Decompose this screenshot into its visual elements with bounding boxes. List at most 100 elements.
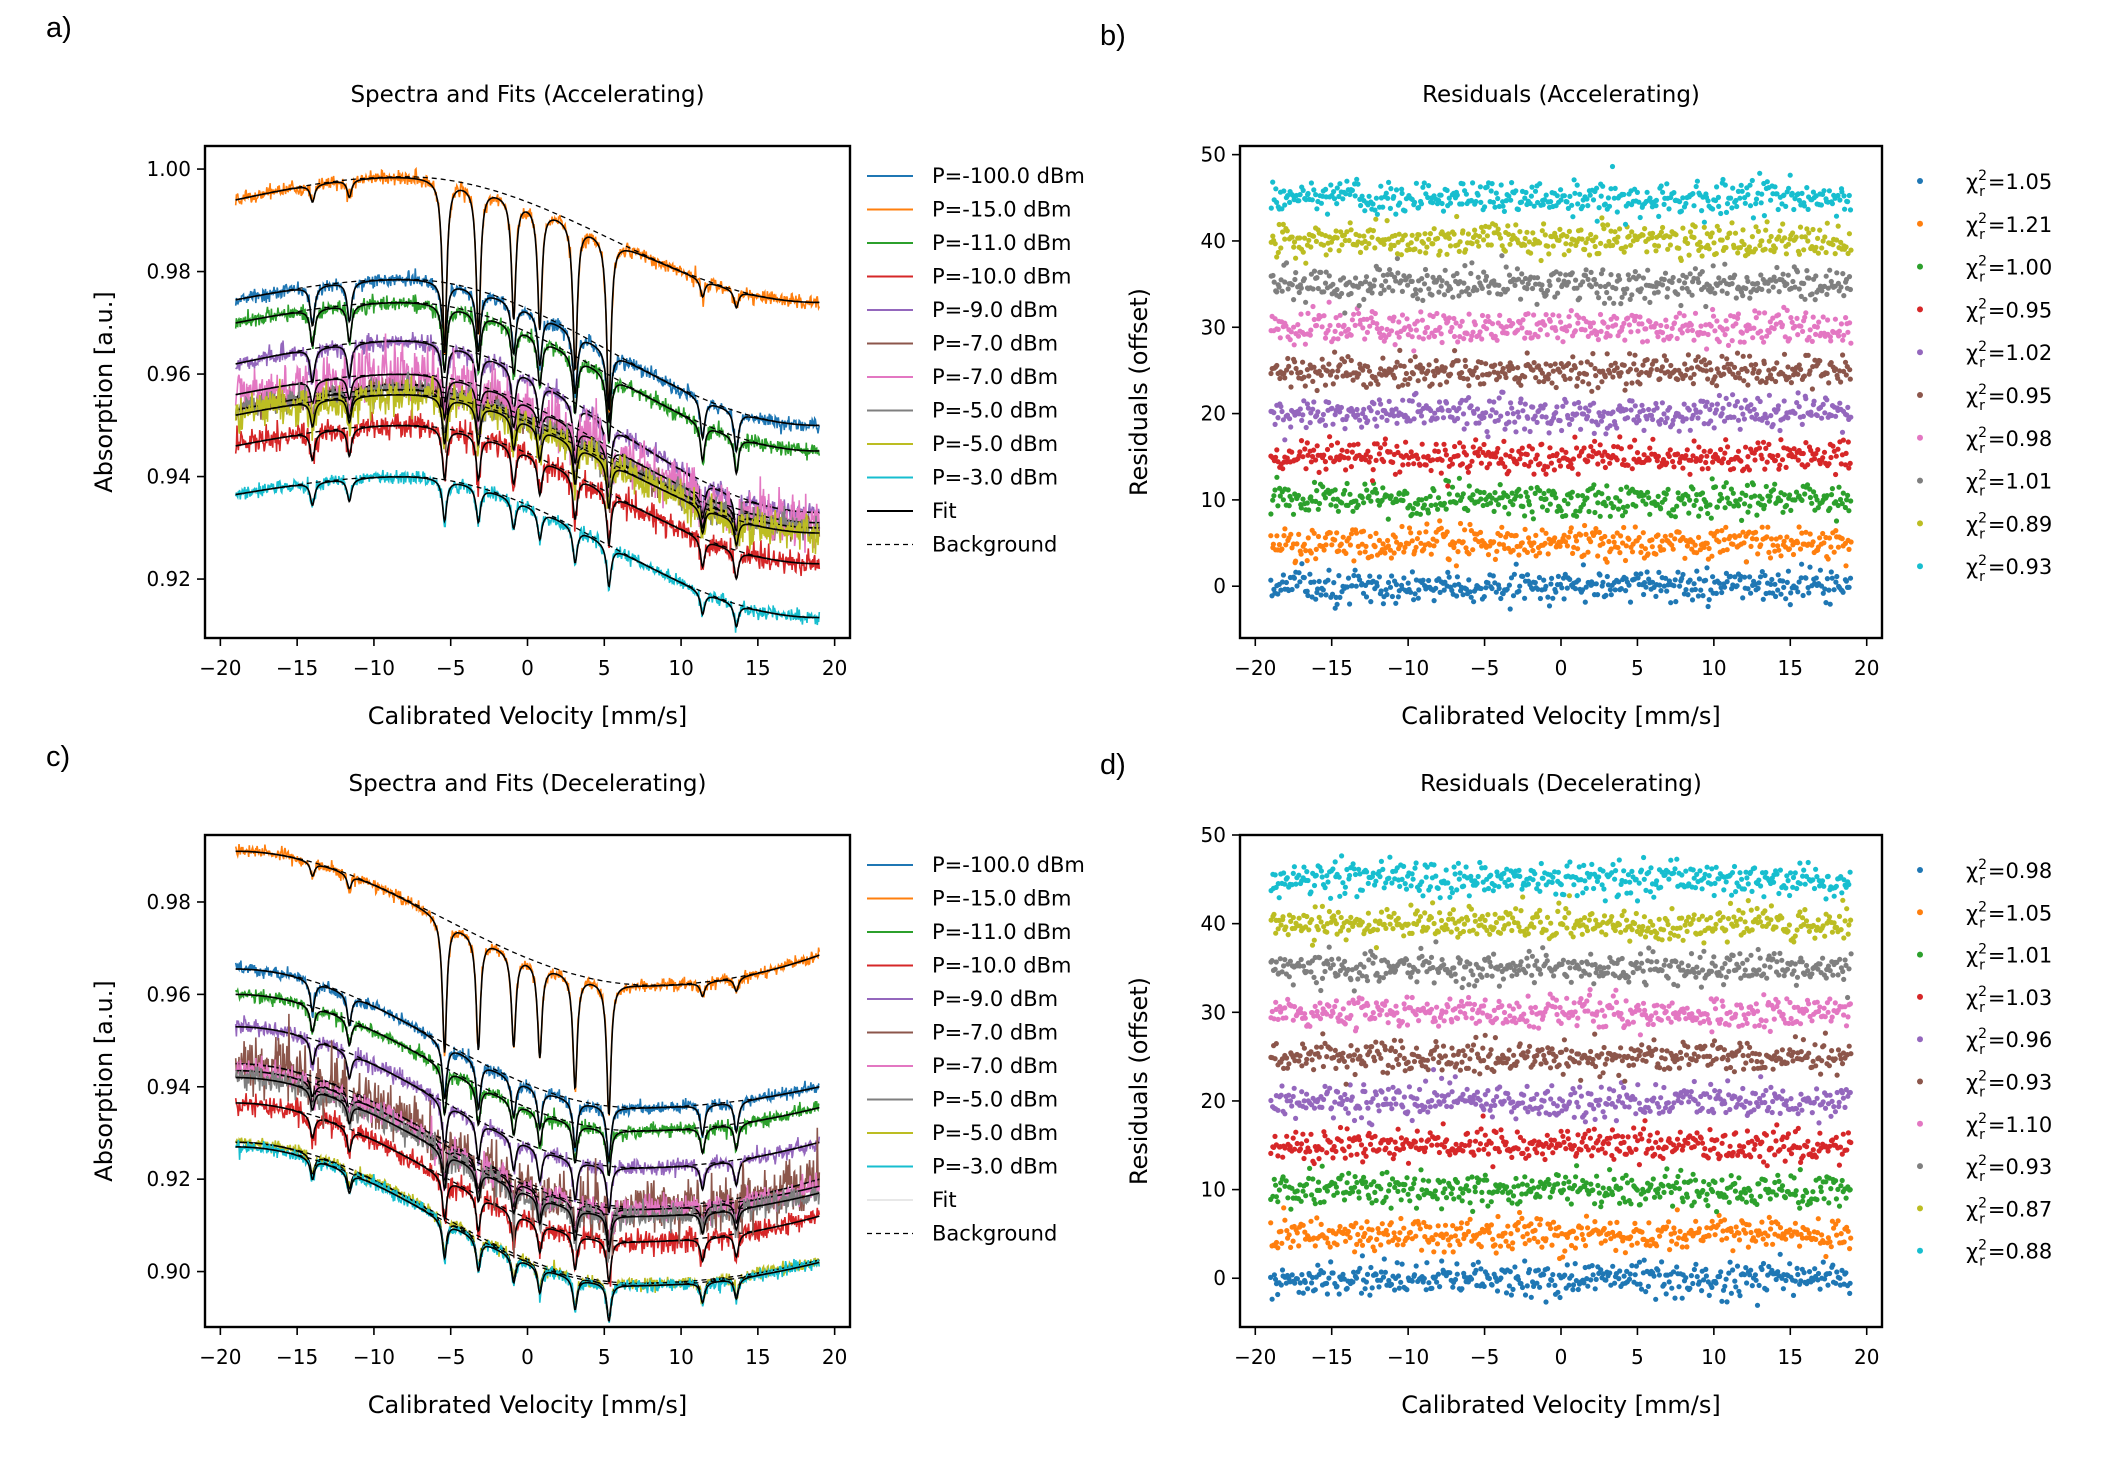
residual-point [1646, 457, 1652, 463]
residual-point [1532, 413, 1538, 419]
residual-point [1777, 427, 1783, 434]
residual-point [1304, 367, 1310, 373]
residual-point [1592, 438, 1598, 444]
legend-label: χ2 r =1.05 [1966, 168, 2052, 200]
residual-point [1483, 410, 1489, 416]
residual-point [1457, 440, 1463, 446]
residual-point [1664, 415, 1670, 421]
residual-point [1399, 1261, 1405, 1267]
residual-point [1299, 1272, 1305, 1278]
residual-point [1515, 409, 1521, 415]
residual-point [1659, 330, 1666, 336]
residual-point [1506, 272, 1513, 278]
residual-point [1639, 321, 1645, 327]
residual-point [1573, 277, 1579, 283]
y-tick-label: 40 [1201, 912, 1226, 936]
residual-point [1594, 329, 1600, 335]
residual-point [1421, 502, 1427, 508]
residual-point [1563, 513, 1569, 519]
residual-point [1492, 490, 1498, 496]
residual-point [1607, 460, 1613, 466]
residual-point [1570, 1282, 1577, 1288]
residual-point [1593, 281, 1599, 287]
residual-point [1586, 381, 1592, 387]
residual-point [1672, 536, 1678, 542]
residual-point [1304, 588, 1310, 594]
residual-point [1498, 291, 1504, 297]
residual-point [1504, 324, 1510, 330]
residual-point [1519, 1284, 1526, 1291]
residual-point [1664, 181, 1670, 187]
residual-point [1367, 1292, 1373, 1298]
residual-point [1416, 205, 1422, 211]
residual-point [1285, 487, 1291, 493]
residual-point [1683, 200, 1689, 207]
residual-point [1397, 347, 1403, 353]
residual-point [1714, 184, 1720, 190]
residual-point [1508, 1292, 1514, 1298]
residual-point [1535, 1267, 1541, 1273]
residual-point [1539, 228, 1545, 234]
residual-point [1329, 542, 1335, 548]
residual-point [1335, 336, 1341, 342]
residual-point [1651, 1273, 1657, 1279]
residual-point [1753, 361, 1759, 368]
residual-point [1724, 290, 1730, 296]
residual-point [1315, 586, 1321, 592]
legend-label: χ2 r =1.02 [1966, 339, 2052, 371]
residual-point [1382, 436, 1388, 442]
chart-title: Residuals (Accelerating) [1422, 82, 1700, 108]
residual-point [1839, 501, 1845, 507]
residual-point [1491, 539, 1497, 545]
residual-point [1323, 466, 1329, 472]
residual-point [1682, 361, 1688, 367]
residual-point [1753, 196, 1760, 202]
residual-point [1775, 206, 1781, 213]
residual-point [1413, 180, 1419, 186]
residual-point [1449, 324, 1455, 331]
residual-point [1703, 368, 1709, 374]
residual-point [1355, 441, 1361, 447]
x-tick-label: −5 [1470, 1345, 1499, 1369]
residual-point [1622, 557, 1629, 564]
residual-point [1655, 334, 1661, 340]
residual-point [1773, 321, 1779, 327]
residual-point [1735, 448, 1742, 454]
residual-point [1380, 1274, 1387, 1280]
y-tick-label: 10 [1201, 1178, 1226, 1202]
residual-point [1621, 249, 1627, 255]
residual-point [1642, 295, 1648, 301]
residual-point [1516, 414, 1522, 420]
residual-point [1836, 484, 1842, 490]
residual-point [1689, 597, 1696, 603]
residual-point [1404, 490, 1410, 496]
residual-point [1838, 379, 1844, 385]
residual-point [1442, 365, 1448, 371]
residual-point [1421, 281, 1428, 287]
residual-series-0 [1268, 1251, 1853, 1308]
equals-sign: = [1988, 170, 2006, 194]
residual-point [1347, 601, 1353, 607]
residual-point [1638, 369, 1644, 375]
residual-point [1529, 285, 1536, 292]
residual-point [1499, 524, 1505, 530]
residual-point [1719, 411, 1725, 417]
superscript: 2 [1978, 382, 1987, 398]
residual-point [1399, 288, 1405, 294]
residual-point [1330, 496, 1336, 502]
residual-point [1653, 197, 1659, 203]
residual-point [1508, 400, 1514, 406]
residual-point [1328, 182, 1334, 188]
residual-point [1308, 327, 1314, 333]
residual-point [1829, 575, 1835, 581]
residual-point [1407, 418, 1413, 424]
residual-point [1791, 446, 1797, 452]
residual-point [1435, 448, 1441, 455]
residual-point [1393, 187, 1400, 193]
residual-point [1827, 601, 1833, 607]
residual-point [1747, 203, 1754, 209]
residual-point [1796, 404, 1802, 410]
residual-point [1676, 1284, 1682, 1290]
residual-point [1498, 1275, 1504, 1281]
residual-point [1551, 467, 1557, 473]
